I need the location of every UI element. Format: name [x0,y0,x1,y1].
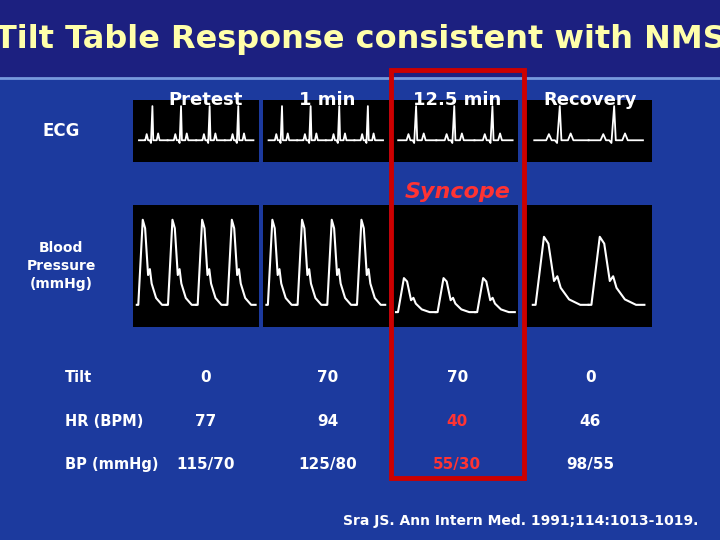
Bar [133,100,259,162]
Text: 77: 77 [194,414,216,429]
Text: 55/30: 55/30 [433,457,481,472]
Bar [263,205,389,327]
Text: 12.5 min: 12.5 min [413,91,501,109]
Text: 125/80: 125/80 [298,457,357,472]
Text: 70: 70 [446,370,468,386]
Text: 70: 70 [317,370,338,386]
Bar [526,205,652,327]
Text: HR (BPM): HR (BPM) [65,414,143,429]
Text: Sra JS. Ann Intern Med. 1991;114:1013-1019.: Sra JS. Ann Intern Med. 1991;114:1013-10… [343,514,698,528]
Text: 115/70: 115/70 [176,457,235,472]
Bar [263,100,389,162]
Text: 40: 40 [446,414,468,429]
Text: BP (mmHg): BP (mmHg) [65,457,158,472]
Text: 0: 0 [200,370,210,386]
Text: Recovery: Recovery [544,91,637,109]
Bar [391,70,524,478]
Bar [392,100,518,162]
Bar [0,0,720,78]
Bar [526,100,652,162]
Text: 1 min: 1 min [300,91,356,109]
Text: Tilt Table Response consistent with NMS: Tilt Table Response consistent with NMS [0,24,720,55]
Bar [133,205,259,327]
Text: 94: 94 [317,414,338,429]
Text: Blood
Pressure
(mmHg): Blood Pressure (mmHg) [27,240,96,292]
Text: Syncope: Syncope [404,181,510,202]
Text: Pretest: Pretest [168,91,243,109]
Bar [392,205,518,327]
Text: ECG: ECG [42,122,80,140]
Text: Tilt: Tilt [65,370,92,386]
Text: 0: 0 [585,370,595,386]
Text: 98/55: 98/55 [567,457,614,472]
Text: 46: 46 [580,414,601,429]
